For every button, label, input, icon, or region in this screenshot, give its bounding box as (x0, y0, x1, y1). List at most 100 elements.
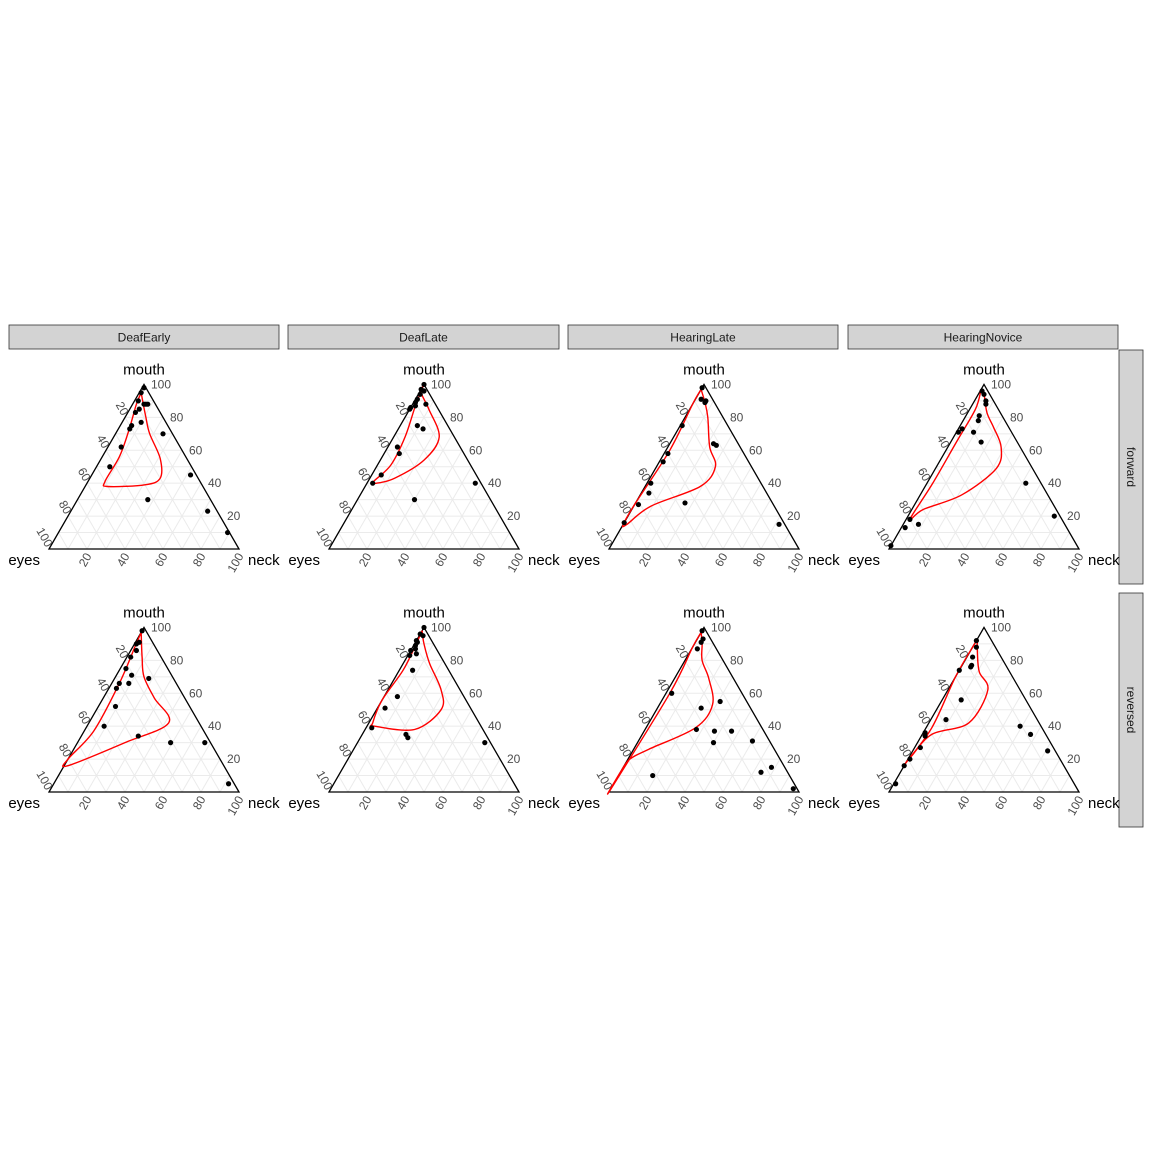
axis-title-eyes: eyes (288, 795, 320, 812)
data-point (482, 740, 488, 746)
mouth-tick-label: 80 (1010, 410, 1024, 424)
data-point (1051, 513, 1057, 519)
neck-tick-label: 60 (992, 550, 1011, 569)
data-point (405, 735, 411, 741)
axis-title-neck: neck (248, 552, 280, 569)
neck-tick-label: 40 (394, 550, 413, 569)
mouth-tick-label: 100 (991, 377, 1011, 391)
mouth-tick-label: 80 (730, 653, 744, 667)
ternary-panel-DeafLate-forward: 202020404040606060808080100100100mouthey… (288, 361, 560, 574)
neck-tick-label: 80 (1030, 550, 1049, 569)
neck-tick-label: 40 (954, 793, 973, 812)
grid-line (385, 676, 453, 793)
mouth-tick-label: 40 (768, 719, 782, 733)
eyes-tick-label: 40 (94, 432, 113, 451)
grid-line (77, 742, 107, 793)
eyes-tick-label: 20 (113, 399, 132, 418)
neck-tick-label: 80 (470, 793, 489, 812)
data-point (396, 450, 402, 457)
eyes-tick-label: 20 (673, 642, 692, 661)
data-point (968, 664, 974, 670)
grid-line (1040, 758, 1061, 793)
neck-tick-label: 80 (190, 793, 209, 812)
data-point (132, 409, 139, 416)
eyes-tick-label: 40 (934, 432, 953, 451)
data-point (123, 665, 129, 672)
data-point (915, 521, 922, 527)
data-point (421, 624, 427, 631)
grid-line (347, 643, 434, 793)
grid-line (338, 532, 349, 550)
ternary-panel-HearingLate-reversed: 202020404040606060808080100100100mouthey… (568, 604, 840, 817)
grid-line (461, 742, 491, 793)
neck-tick-label: 60 (712, 550, 731, 569)
axis-title-mouth: mouth (683, 361, 725, 378)
neck-tick-label: 80 (190, 550, 209, 569)
eyes-tick-label: 20 (673, 399, 692, 418)
axis-title-mouth: mouth (963, 361, 1005, 378)
grid-line (1021, 499, 1051, 550)
grid-line (86, 482, 126, 550)
axis-title-mouth: mouth (123, 604, 165, 621)
data-point (112, 703, 119, 710)
grid-line (58, 532, 69, 550)
mouth-tick-label: 60 (189, 443, 203, 457)
data-point (412, 646, 419, 652)
axis-title-eyes: eyes (288, 552, 320, 569)
data-points (107, 385, 231, 536)
data-point (959, 426, 965, 432)
data-points (369, 624, 488, 746)
data-point (133, 641, 139, 647)
grid-line (347, 758, 368, 793)
data-point (107, 464, 113, 470)
data-point (790, 786, 796, 792)
column-strip-label: HearingNovice (944, 331, 1023, 345)
data-point (682, 500, 688, 506)
data-point (917, 744, 923, 751)
neck-tick-label: 40 (954, 550, 973, 569)
neck-tick-label: 60 (712, 793, 731, 812)
data-point (413, 651, 419, 657)
mouth-tick-label: 40 (488, 719, 502, 733)
eyes-tick-label: 60 (635, 708, 654, 727)
data-point (958, 697, 964, 703)
data-point (408, 647, 414, 654)
column-strip-3: HearingLate (567, 324, 839, 350)
grid-lines (618, 643, 790, 793)
data-point (135, 733, 141, 739)
ternary-panel-DeafEarly-reversed: 202020404040606060808080100100100mouthey… (8, 604, 280, 817)
neck-tick-label: 80 (750, 793, 769, 812)
data-point (423, 401, 429, 407)
grid-line (376, 709, 425, 793)
grid-line (1002, 482, 1042, 550)
neck-tick-label: 60 (432, 793, 451, 812)
data-point (679, 422, 685, 429)
data-point (378, 472, 384, 478)
neck-tick-label: 40 (114, 793, 133, 812)
mouth-tick-label: 80 (730, 410, 744, 424)
neck-tick-label: 80 (1030, 793, 1049, 812)
grid-line (675, 676, 743, 793)
row-strip-2: reversed (1118, 592, 1144, 828)
axis-title-neck: neck (248, 795, 280, 812)
density-contour (909, 388, 1003, 522)
grid-line (480, 758, 501, 793)
axis-title-eyes: eyes (568, 552, 600, 569)
grid-line (694, 643, 781, 793)
data-point (976, 413, 982, 419)
grid-line (134, 643, 221, 793)
data-point (407, 406, 413, 412)
triangle-outline (47, 383, 241, 550)
data-point (420, 633, 426, 639)
neck-tick-label: 20 (356, 793, 375, 812)
data-point (138, 390, 144, 396)
data-point (168, 740, 174, 746)
grid-line (917, 499, 947, 550)
eyes-tick-label: 80 (896, 498, 915, 517)
eyes-tick-label: 60 (355, 708, 374, 727)
axis-title-mouth: mouth (403, 604, 445, 621)
grid-line (67, 515, 88, 550)
data-point (369, 725, 375, 731)
eyes-tick-label: 60 (75, 465, 94, 484)
